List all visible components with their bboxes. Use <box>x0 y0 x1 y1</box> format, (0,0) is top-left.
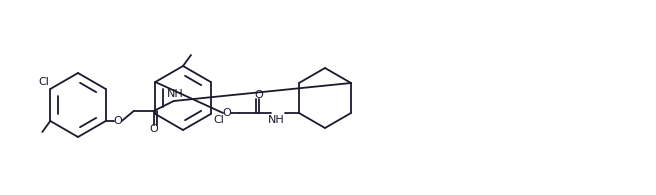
Text: Cl: Cl <box>213 115 224 125</box>
Text: O: O <box>113 116 122 126</box>
Text: O: O <box>150 124 158 134</box>
Text: NH: NH <box>268 115 285 125</box>
Text: O: O <box>255 90 264 100</box>
Text: O: O <box>222 108 232 118</box>
Text: NH: NH <box>167 89 184 99</box>
Text: Cl: Cl <box>39 77 50 87</box>
